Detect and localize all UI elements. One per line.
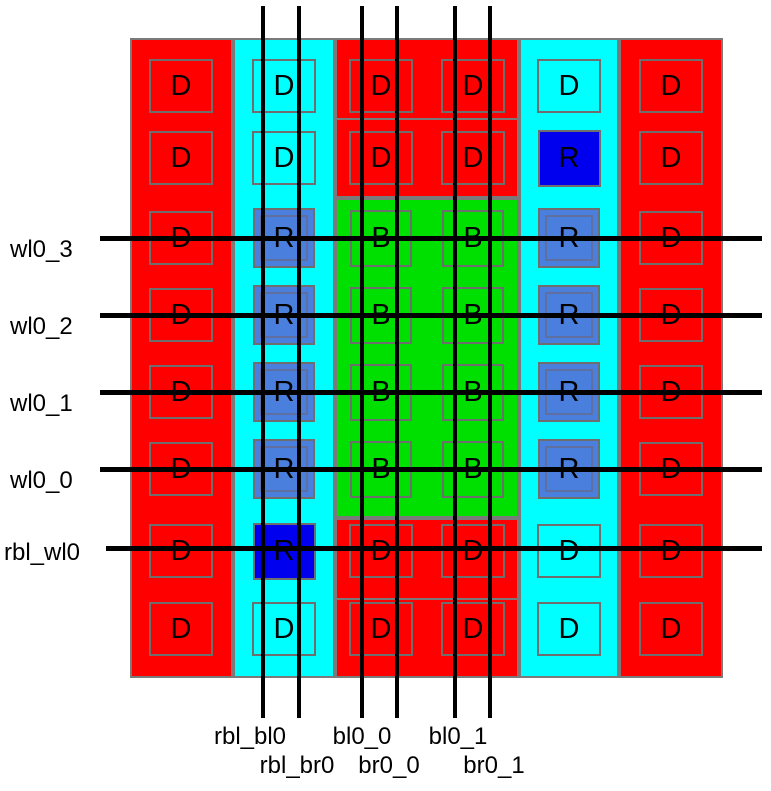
bitline-wire-bl0_0 — [360, 6, 364, 718]
cell-d-r6c2: D — [349, 524, 413, 578]
cell-letter: D — [370, 612, 392, 645]
cell-letter: D — [660, 69, 682, 102]
cell-letter: D — [661, 536, 682, 566]
wordline-label-wl0_3: wl0_3 — [10, 236, 73, 263]
wordline-label-wl0_0: wl0_0 — [10, 467, 73, 494]
cell-letter: D — [558, 612, 580, 645]
cell-d-r6c0: D — [149, 524, 213, 578]
cell-letter: D — [660, 612, 682, 645]
bitline-label-bl0_0: bl0_0 — [332, 723, 392, 750]
cell-d-r7c5: D — [639, 602, 703, 656]
cell-letter: D — [462, 141, 484, 174]
region-separator — [337, 598, 517, 600]
bitline-label-bl0_1: bl0_1 — [428, 723, 488, 750]
cell-d-r7c0: D — [149, 602, 213, 656]
cell-d-r0c5: D — [639, 59, 703, 113]
cell-d-r0c2: D — [349, 59, 413, 113]
bitline-wire-rbl_br0 — [297, 6, 301, 718]
cell-d-r7c1: D — [252, 602, 316, 656]
cell-d-r1c3: D — [441, 131, 505, 185]
cell-letter: D — [273, 69, 295, 102]
cell-d-r0c3: D — [441, 59, 505, 113]
cell-d-r1c0: D — [149, 131, 213, 185]
wordline-label-rbl_wl0: rbl_wl0 — [4, 539, 81, 566]
bitline-label-br0_0: br0_0 — [358, 752, 420, 779]
wordline-wire-wl0_0 — [100, 467, 762, 472]
cell-letter: D — [170, 141, 192, 174]
wordline-wire-rbl_wl0 — [106, 546, 762, 551]
region-right-dummy-column — [619, 38, 723, 678]
cell-letter: D — [370, 69, 392, 102]
cell-letter: D — [171, 536, 192, 566]
bitline-wire-br0_1 — [488, 6, 492, 718]
cell-letter: D — [462, 612, 484, 645]
cell-d-r7c4: D — [537, 602, 601, 656]
region-left-dummy-column — [130, 38, 233, 678]
cell-letter: D — [273, 141, 295, 174]
wordline-label-wl0_1: wl0_1 — [10, 390, 73, 417]
cell-letter: D — [370, 141, 392, 174]
wordline-wire-wl0_3 — [100, 236, 762, 241]
bitline-label-br0_1: br0_1 — [463, 752, 525, 779]
cell-letter: D — [371, 536, 392, 566]
cell-letter: R — [274, 536, 295, 566]
cell-d-r7c3: D — [441, 602, 505, 656]
cell-d-r1c5: D — [639, 131, 703, 185]
cell-d-r6c5: D — [639, 524, 703, 578]
cell-d-r1c2: D — [349, 131, 413, 185]
cell-letter: R — [558, 141, 580, 174]
cell-letter: D — [558, 69, 580, 102]
cell-d-r6c4: D — [537, 524, 601, 578]
cell-d-r7c2: D — [349, 602, 413, 656]
cell-d-r0c4: D — [537, 59, 601, 113]
cell-letter: D — [170, 69, 192, 102]
cell-letter: D — [170, 612, 192, 645]
cell-d-r0c1: D — [252, 59, 316, 113]
cell-letter: D — [559, 536, 580, 566]
cell-d-r0c0: D — [149, 59, 213, 113]
cell-r-r1c4: R — [537, 129, 601, 187]
wordline-label-wl0_2: wl0_2 — [10, 313, 73, 340]
cell-letter: D — [273, 612, 295, 645]
cell-letter: D — [463, 536, 484, 566]
wordline-wire-wl0_2 — [100, 313, 762, 318]
bitline-wire-bl0_1 — [453, 6, 457, 718]
bitline-label-rbl_br0: rbl_br0 — [259, 752, 335, 779]
region-separator — [337, 118, 517, 120]
bitline-wire-rbl_bl0 — [261, 6, 265, 718]
cell-d-r1c1: D — [252, 131, 316, 185]
cell-d-r6c3: D — [441, 524, 505, 578]
bitline-label-rbl_bl0: rbl_bl0 — [213, 723, 287, 750]
bitline-wire-br0_0 — [395, 6, 399, 718]
wordline-wire-wl0_1 — [100, 390, 762, 395]
cell-letter: D — [660, 141, 682, 174]
cell-letter: D — [462, 69, 484, 102]
